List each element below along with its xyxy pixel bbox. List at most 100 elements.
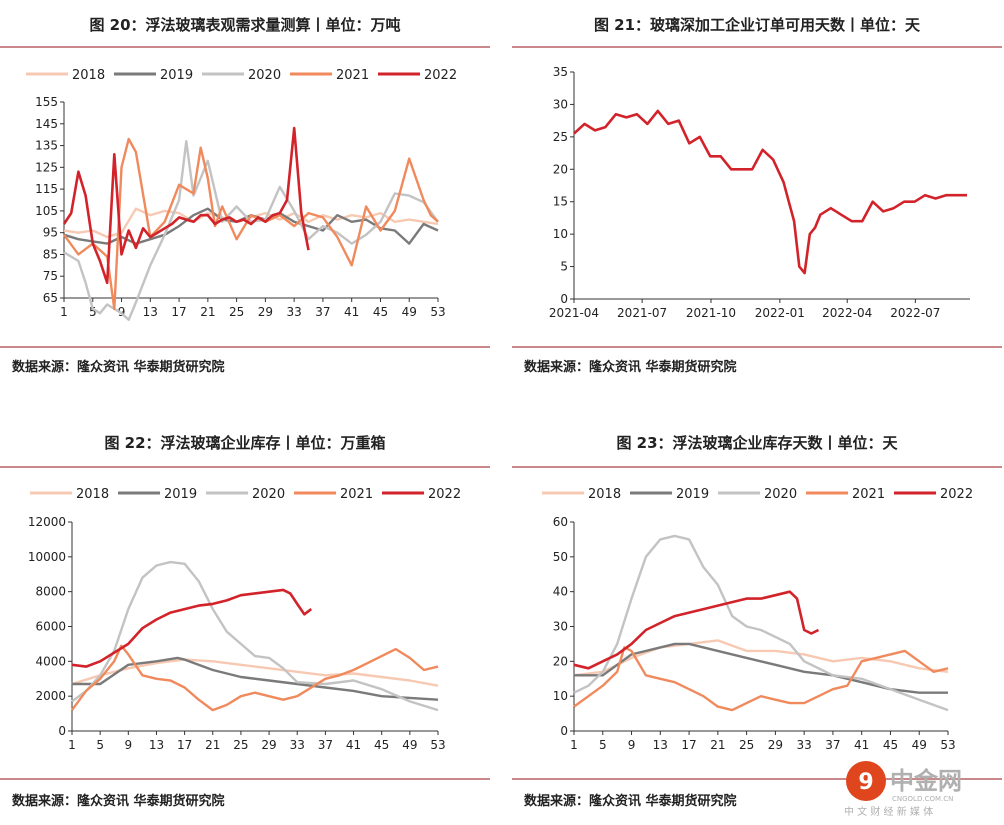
series-line-2021 bbox=[63, 137, 439, 311]
x-tick-label: 17 bbox=[681, 738, 696, 752]
legend-label-2019: 2019 bbox=[676, 487, 709, 502]
x-tick-label: 45 bbox=[373, 305, 388, 319]
x-tick-label: 41 bbox=[346, 738, 361, 752]
title-rule bbox=[0, 466, 490, 468]
y-tick-label: 12000 bbox=[28, 515, 66, 529]
x-tick-label: 5 bbox=[89, 305, 97, 319]
x-tick-label: 41 bbox=[854, 738, 869, 752]
chart-panel-apparent-demand: 图 20：浮法玻璃表观需求量测算丨单位：万吨 65 75 85 95 105 115 125… bbox=[0, 0, 490, 380]
chart-panel-order-days: 图 21：玻璃深加工企业订单可用天数丨单位：天 0 5 10 15 20 25 30 35 20… bbox=[512, 0, 1002, 380]
y-tick-label: 50 bbox=[553, 550, 568, 564]
y-tick-label: 35 bbox=[553, 65, 568, 79]
source-rule bbox=[512, 778, 1002, 780]
source-note: 数据来源：隆众资讯 华泰期货研究院 bbox=[524, 794, 737, 809]
y-tick-label: 25 bbox=[553, 130, 568, 144]
legend-label-2018: 2018 bbox=[76, 487, 109, 502]
x-tick-label: 37 bbox=[318, 738, 333, 752]
chart-panel-inventory-days: 图 23：浮法玻璃企业库存天数丨单位：天 0 10 20 30 40 50 60 1 5 9 13 1… bbox=[512, 418, 1002, 818]
y-tick-label: 65 bbox=[43, 291, 58, 305]
logo-tagline: 中 文 财 经 新 媒 体 bbox=[844, 805, 933, 818]
legend-label-2020: 2020 bbox=[764, 487, 797, 502]
x-tick-label: 2022-01 bbox=[755, 306, 805, 320]
logo-name: 中金网 bbox=[890, 767, 962, 795]
x-tick-label: 29 bbox=[768, 738, 783, 752]
x-tick-label: 29 bbox=[258, 305, 273, 319]
chart-title: 图 20：浮法玻璃表观需求量测算丨单位：万吨 bbox=[89, 16, 401, 34]
chart-panel-inventory: 图 22：浮法玻璃企业库存丨单位：万重箱 0 2000 4000 6000 8000 10… bbox=[0, 418, 490, 818]
legend-label-2020: 2020 bbox=[248, 68, 281, 83]
x-tick-label: 53 bbox=[430, 305, 445, 319]
x-tick-label: 9 bbox=[628, 738, 636, 752]
x-tick-label: 13 bbox=[653, 738, 668, 752]
y-tick-label: 95 bbox=[43, 226, 58, 240]
x-tick-label: 33 bbox=[797, 738, 812, 752]
y-tick-label: 6000 bbox=[35, 620, 66, 634]
y-tick-label: 30 bbox=[553, 620, 568, 634]
legend-label-2022: 2022 bbox=[428, 487, 461, 502]
series-line-2022 bbox=[573, 590, 820, 670]
x-tick-label: 21 bbox=[205, 738, 220, 752]
y-tick-label: 40 bbox=[553, 585, 568, 599]
y-tick-label: 30 bbox=[553, 97, 568, 111]
source-rule bbox=[0, 346, 490, 348]
series-line-2022 bbox=[573, 109, 967, 275]
x-tick-label: 33 bbox=[290, 738, 305, 752]
y-tick-label: 5 bbox=[560, 260, 568, 274]
y-tick-label: 10 bbox=[553, 689, 568, 703]
x-tick-label: 53 bbox=[430, 738, 445, 752]
y-tick-label: 155 bbox=[35, 95, 58, 109]
x-tick-label: 45 bbox=[374, 738, 389, 752]
cngold-logo: 9 中金网 CNGOLD.COM.CN 中 文 财 经 新 媒 体 bbox=[844, 757, 994, 818]
x-tick-label: 21 bbox=[710, 738, 725, 752]
source-rule bbox=[512, 346, 1002, 348]
legend-label-2018: 2018 bbox=[588, 487, 621, 502]
x-tick-label: 37 bbox=[315, 305, 330, 319]
series-line-2019 bbox=[72, 656, 439, 701]
y-tick-label: 2000 bbox=[35, 689, 66, 703]
chart-order-days: 0 5 10 15 20 25 30 35 2021-04 2021-07 2021-10 2022-… bbox=[549, 65, 970, 320]
title-rule bbox=[0, 46, 490, 48]
logo-glyph: 9 bbox=[858, 770, 873, 795]
y-tick-label: 8000 bbox=[35, 585, 66, 599]
x-tick-label: 25 bbox=[233, 738, 248, 752]
x-tick-label: 1 bbox=[60, 305, 68, 319]
y-tick-label: 135 bbox=[35, 139, 58, 153]
series-line-2020 bbox=[573, 534, 949, 712]
chart-title: 图 21：玻璃深加工企业订单可用天数丨单位：天 bbox=[593, 16, 921, 34]
x-tick-label: 2022-04 bbox=[822, 306, 872, 320]
logo-domain: CNGOLD.COM.CN bbox=[892, 795, 953, 803]
y-tick-label: 4000 bbox=[35, 654, 66, 668]
x-tick-label: 25 bbox=[229, 305, 244, 319]
y-tick-label: 0 bbox=[560, 724, 568, 738]
y-tick-label: 10 bbox=[553, 227, 568, 241]
series-line-2021 bbox=[71, 644, 439, 712]
x-tick-label: 33 bbox=[287, 305, 302, 319]
title-rule bbox=[512, 46, 1002, 48]
chart-title: 图 22：浮法玻璃企业库存丨单位：万重箱 bbox=[104, 434, 386, 452]
x-tick-label: 13 bbox=[149, 738, 164, 752]
chart-title: 图 23：浮法玻璃企业库存天数丨单位：天 bbox=[616, 434, 898, 452]
legend-label-2020: 2020 bbox=[252, 487, 285, 502]
legend-label-2021: 2021 bbox=[852, 487, 885, 502]
source-rule bbox=[0, 778, 490, 780]
source-note: 数据来源：隆众资讯 华泰期货研究院 bbox=[12, 360, 225, 375]
y-tick-label: 0 bbox=[560, 292, 568, 306]
y-tick-label: 115 bbox=[35, 182, 58, 196]
x-tick-label: 2021-04 bbox=[549, 306, 599, 320]
y-tick-label: 85 bbox=[43, 247, 58, 261]
y-tick-label: 0 bbox=[58, 724, 66, 738]
x-tick-label: 9 bbox=[124, 738, 132, 752]
x-tick-label: 17 bbox=[177, 738, 192, 752]
series-line-2018 bbox=[573, 639, 949, 677]
x-tick-label: 1 bbox=[570, 738, 578, 752]
x-tick-label: 2021-07 bbox=[617, 306, 667, 320]
x-tick-label: 49 bbox=[402, 738, 417, 752]
y-tick-label: 125 bbox=[35, 160, 58, 174]
y-tick-label: 20 bbox=[553, 162, 568, 176]
x-tick-label: 21 bbox=[200, 305, 215, 319]
x-tick-label: 13 bbox=[143, 305, 158, 319]
x-tick-label: 49 bbox=[402, 305, 417, 319]
x-tick-label: 45 bbox=[883, 738, 898, 752]
x-tick-label: 2021-10 bbox=[686, 306, 736, 320]
x-tick-label: 49 bbox=[912, 738, 927, 752]
